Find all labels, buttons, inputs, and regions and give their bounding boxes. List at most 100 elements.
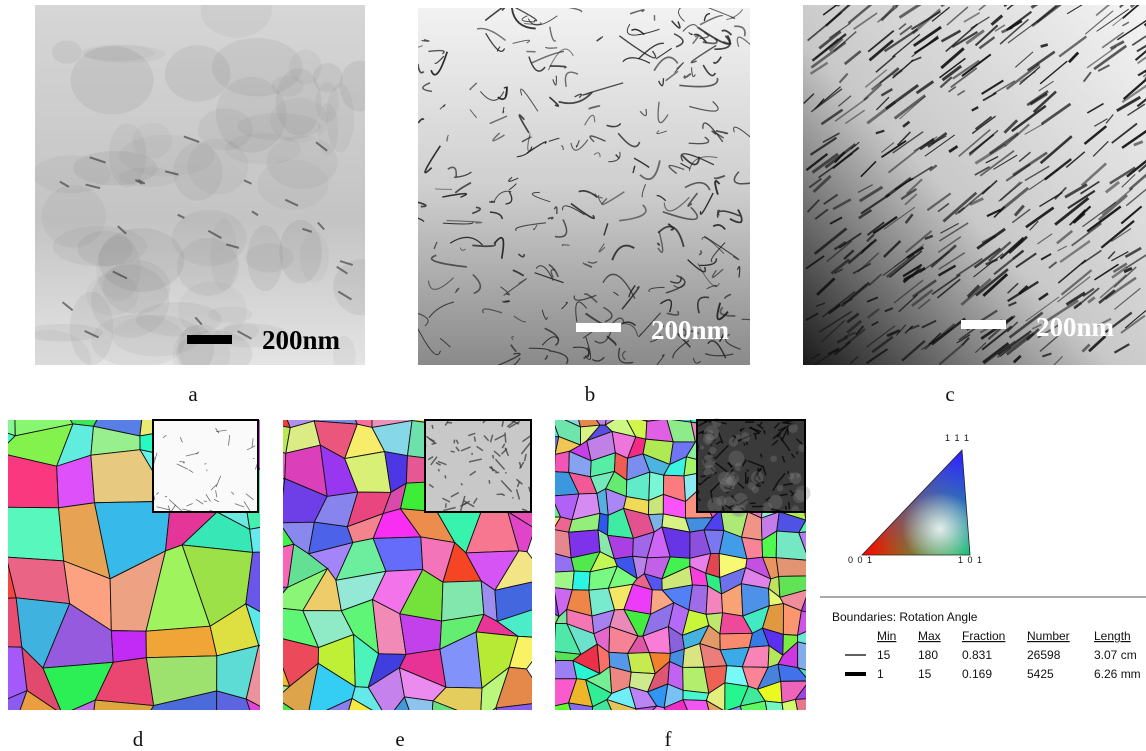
inset-boundary (207, 470, 208, 472)
page: {"panels": [ {"label": "a", "scale_bar":… (0, 0, 1146, 751)
grain (808, 555, 825, 576)
inset-texture (725, 472, 739, 486)
cell: 6.26 mm (1094, 667, 1141, 681)
texture (52, 40, 82, 63)
inset-texture (777, 485, 783, 491)
cell: 15 (918, 667, 932, 681)
grain (535, 571, 554, 590)
inset-texture (736, 434, 741, 439)
inset-texture (788, 423, 798, 433)
texture (340, 61, 380, 112)
inset-texture (707, 430, 713, 436)
grain (536, 530, 553, 553)
table-title: Boundaries: Rotation Angle (832, 610, 978, 624)
inset-texture (768, 495, 782, 509)
texture (8, 330, 92, 394)
column-header: Length (1094, 629, 1131, 643)
inset-boundary (789, 502, 790, 509)
panel-label: c (945, 382, 954, 406)
grain (647, 400, 675, 422)
dislocation (489, 202, 494, 203)
boundaries-table: Boundaries: Rotation Angle Min Max Fract… (820, 597, 1146, 681)
grain (258, 449, 286, 483)
inset-boundary (489, 480, 490, 483)
inset-texture (770, 455, 777, 462)
grain (405, 697, 433, 740)
grain (529, 413, 559, 438)
grain (0, 507, 64, 561)
inset-texture (752, 486, 759, 493)
grain (469, 708, 509, 750)
inset-texture (702, 455, 715, 468)
grain (146, 626, 217, 657)
texture (266, 136, 337, 189)
inset-boundary (761, 454, 762, 458)
grain (529, 623, 555, 655)
grain (496, 702, 548, 736)
grain (776, 558, 809, 577)
texture (198, 108, 253, 150)
grain (536, 551, 550, 572)
grain (533, 679, 551, 707)
tem-image (803, 0, 1146, 365)
grain (529, 437, 559, 455)
grain (532, 660, 556, 680)
column-header: Max (918, 629, 941, 643)
inset-boundary (438, 469, 439, 471)
inset-texture (709, 447, 716, 454)
grain (624, 397, 649, 421)
grain (808, 575, 825, 593)
grain (400, 614, 442, 655)
grain (314, 390, 357, 425)
inset-boundary (451, 451, 455, 452)
grain (569, 703, 593, 727)
grain (0, 507, 6, 577)
dislocation (1013, 0, 1046, 5)
inset-boundary (786, 506, 787, 510)
column-header: Fraction (962, 629, 1005, 643)
scale-bar (961, 320, 1006, 329)
ipf-corner: 1 0 1 (958, 555, 983, 565)
cell: 0.169 (962, 667, 992, 681)
cell: 1 (877, 667, 884, 681)
texture (84, 45, 166, 63)
texture (247, 225, 283, 291)
inset-boundary (447, 422, 452, 423)
inset-boundary (493, 455, 494, 459)
inset-boundary (747, 442, 748, 446)
inset-boundary (764, 430, 765, 434)
grain (111, 631, 146, 663)
grain (572, 571, 590, 590)
column-header: Number (1027, 629, 1070, 643)
cell: 15 (877, 648, 891, 662)
grain (798, 611, 824, 636)
grain (549, 571, 574, 590)
texture (333, 259, 390, 315)
scale-bar-label: 200nm (651, 315, 730, 345)
inset (697, 418, 810, 517)
cell: 180 (918, 648, 938, 662)
grain (479, 375, 502, 412)
scale-bar-label: 200nm (262, 325, 341, 355)
inset-texture (788, 473, 795, 480)
grain (0, 362, 15, 436)
grain (529, 651, 555, 663)
inset-texture (751, 471, 764, 484)
inset-texture (716, 496, 726, 506)
texture (173, 143, 222, 201)
scale-bar (576, 323, 621, 332)
grain (551, 660, 577, 678)
grain (740, 701, 768, 730)
panel-label: f (665, 727, 672, 751)
dislocation (503, 301, 509, 302)
inset-texture (795, 485, 811, 501)
ipf-legend: 0 0 1 1 0 1 1 1 1 (848, 433, 983, 565)
panel-label: b (585, 382, 596, 406)
grain (549, 530, 571, 558)
texture (133, 123, 173, 159)
inset-texture (741, 432, 750, 441)
grain (778, 396, 805, 414)
grain (43, 376, 117, 426)
scale-bar-label: 200nm (1036, 312, 1115, 342)
inset-boundary (505, 433, 506, 443)
